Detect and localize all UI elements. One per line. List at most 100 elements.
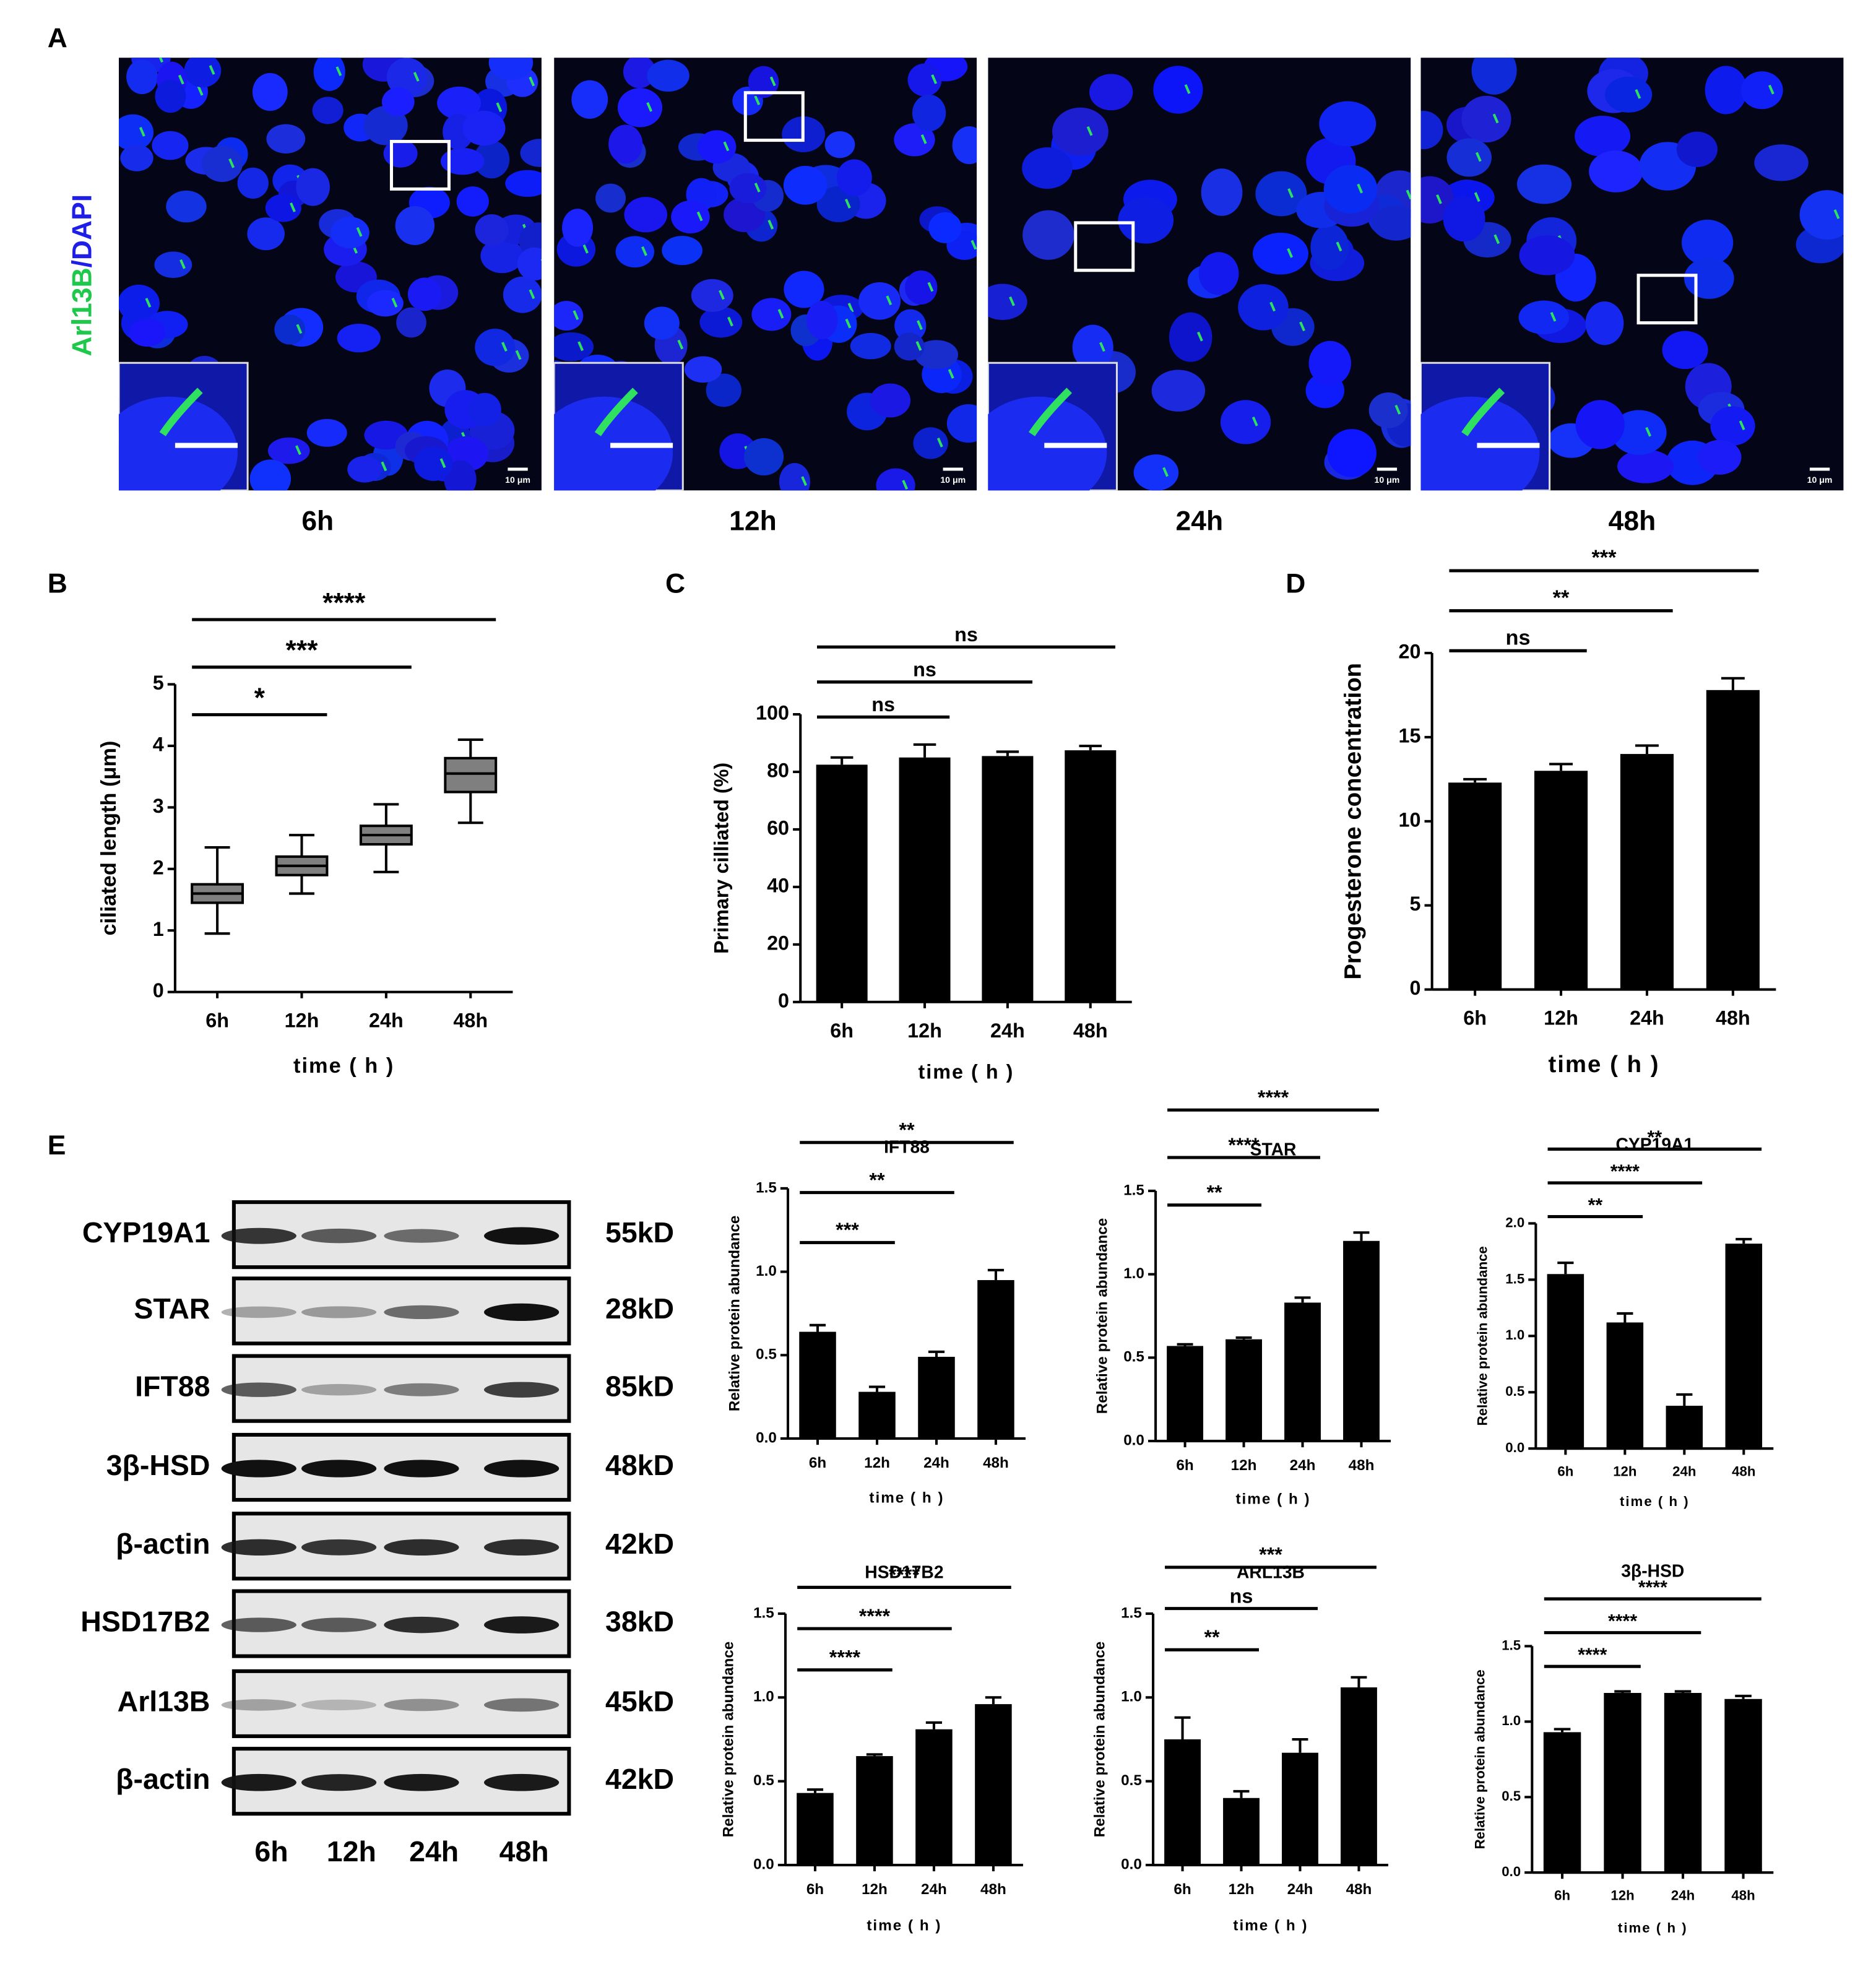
nucleus [1443, 196, 1485, 242]
size-label: 42kD [605, 1528, 674, 1560]
x-axis-label: time ( h ) [1618, 1920, 1688, 1936]
error-bar [1351, 1676, 1367, 1688]
significance-label: **** [1610, 1161, 1640, 1182]
x-tick-label: 12h [907, 1019, 942, 1042]
timepoint-label: 12h [729, 506, 777, 537]
y-tick-label: 0 [153, 979, 164, 1002]
nucleus [1611, 410, 1667, 455]
cilium [696, 211, 703, 222]
cilium [886, 295, 893, 306]
error-bar [1735, 1694, 1752, 1699]
y-tick-label: 80 [767, 759, 789, 782]
nucleus [1052, 107, 1109, 156]
nucleus [1169, 312, 1212, 362]
blot-band [221, 1539, 296, 1556]
y-axis-label: ciliated length (μm) [97, 741, 121, 936]
y-tick-label: 5 [153, 672, 164, 694]
error-bar [866, 1753, 883, 1757]
blot-band [221, 1699, 296, 1711]
nucleus [1461, 95, 1511, 143]
panel-label: A [48, 24, 67, 54]
nucleus [154, 251, 192, 279]
cilium [145, 298, 152, 308]
blot-band [221, 1306, 296, 1318]
bar [1448, 782, 1502, 990]
nucleus [1153, 66, 1203, 114]
cilium [1357, 183, 1364, 194]
x-tick-label: 24h [1630, 1007, 1664, 1029]
nucleus [1310, 224, 1349, 270]
lane-label: 24h [409, 1835, 459, 1867]
nucleus [456, 186, 489, 217]
nucleus [468, 392, 501, 427]
protein-label: 3β-HSD [106, 1449, 210, 1481]
timepoint-label: 24h [1176, 506, 1224, 537]
x-tick-label: 48h [1073, 1019, 1108, 1042]
chart-title: STAR [1250, 1140, 1297, 1159]
cilium [335, 66, 342, 76]
inset-cilium [594, 387, 638, 436]
cilium [769, 76, 776, 87]
nucleus [928, 212, 962, 243]
nucleus [894, 309, 927, 342]
y-tick-label: 1 [153, 918, 164, 940]
y-axis-label: Relative protein abundance [720, 1642, 737, 1837]
nucleus [1740, 71, 1783, 110]
significance-label: ** [899, 1119, 915, 1141]
protein-label: HSD17B2 [80, 1605, 210, 1637]
significance-label: * [254, 683, 266, 713]
nucleus [1585, 301, 1624, 345]
error-bar [1079, 745, 1102, 751]
blot-band [384, 1305, 459, 1320]
nucleus [381, 87, 415, 116]
stain-green: Arl13B [67, 267, 97, 356]
cilium [1550, 311, 1557, 322]
error-bar [1353, 1231, 1370, 1241]
y-tick-label: 0.5 [756, 1346, 777, 1363]
chart-title: 3β-HSD [1621, 1561, 1684, 1581]
blot-band [221, 1382, 296, 1397]
protein-label: IFT88 [135, 1370, 210, 1402]
cilium [845, 318, 852, 329]
y-tick-label: 0.5 [753, 1772, 774, 1789]
nucleus [1446, 138, 1492, 177]
blot-band [483, 1382, 560, 1398]
nucleus [155, 79, 186, 113]
roi-box [1074, 221, 1135, 272]
cilium [1336, 241, 1342, 252]
nucleus [624, 197, 668, 233]
cilium [139, 127, 145, 137]
error-bar [1676, 1393, 1693, 1406]
nucleus [1118, 197, 1174, 244]
bar [1341, 1687, 1377, 1866]
x-tick-label: 6h [1463, 1007, 1487, 1029]
nucleus [1022, 210, 1074, 260]
blot-band [483, 1539, 560, 1556]
nucleus [152, 131, 189, 160]
cilium [927, 282, 934, 292]
bar [1534, 771, 1588, 990]
nucleus [1327, 429, 1377, 477]
significance-label: **** [1258, 1086, 1289, 1109]
blot-band [301, 1539, 377, 1556]
micrograph-content: 10 μm [554, 58, 977, 491]
x-tick-label: 24h [923, 1455, 949, 1471]
cilium [573, 310, 579, 320]
cilium [1493, 234, 1500, 245]
scale-bar-label: 10 μm [1374, 475, 1399, 485]
blot-band [301, 1774, 377, 1791]
nucleus [337, 323, 381, 353]
x-axis-label: time ( h ) [867, 1917, 941, 1934]
inset-cilium [1461, 387, 1505, 436]
nucleus [118, 284, 160, 322]
error-bar [928, 1350, 945, 1357]
nucleus [724, 197, 766, 233]
nucleus [1323, 165, 1378, 214]
cilium [178, 74, 184, 85]
nucleus [1372, 206, 1411, 241]
y-tick-label: 1.5 [1121, 1604, 1142, 1621]
cilium [646, 102, 653, 112]
nucleus [1198, 252, 1239, 295]
roi-box [389, 140, 451, 191]
